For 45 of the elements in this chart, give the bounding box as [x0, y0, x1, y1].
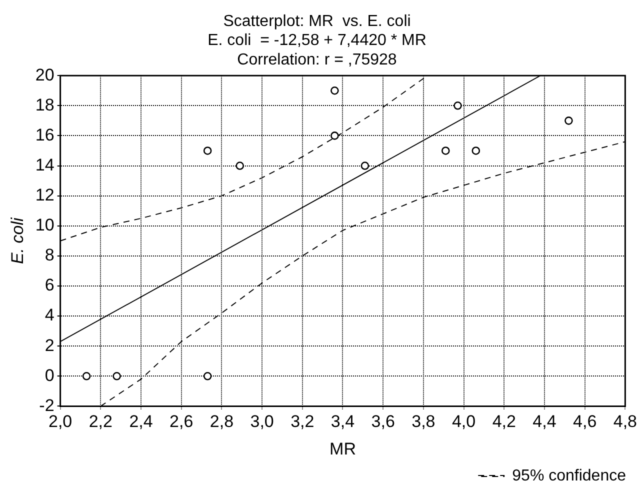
x-tick-label: 3,0 — [250, 412, 274, 432]
chart-title: Scatterplot: MR vs. E. coli — [223, 13, 411, 30]
x-tick-label: 3,2 — [290, 412, 314, 432]
x-tick-label: 4,2 — [492, 412, 516, 432]
point — [203, 372, 212, 380]
x-tick-label: 2,0 — [48, 412, 72, 432]
y-tick-label: 6 — [44, 276, 54, 295]
y-tick-label: 14 — [35, 155, 54, 174]
x-tick-label: 2,6 — [170, 412, 194, 432]
x-tick-label: 4,6 — [573, 412, 597, 432]
y-tick-label: 0 — [44, 366, 54, 385]
x-tick-label: 4,0 — [452, 412, 476, 432]
x-tick-label: 3,6 — [371, 412, 395, 432]
point — [454, 102, 462, 110]
y-axis-title: E. coli — [8, 216, 27, 264]
point — [441, 146, 450, 155]
x-tick-label: 2,4 — [129, 412, 153, 432]
y-tick-label: 10 — [35, 216, 54, 235]
y-tick-label: 16 — [35, 125, 54, 144]
x-axis-title: MR — [330, 439, 356, 458]
y-tick-label: 12 — [35, 186, 54, 205]
x-tick-label: 3,4 — [330, 412, 355, 432]
point — [330, 132, 339, 140]
y-tick-label: 20 — [35, 65, 54, 84]
x-tick-label: 4,4 — [532, 412, 556, 432]
x-tick-label: 2,2 — [88, 412, 112, 432]
text: Correlation: r = ,75928 — [237, 51, 397, 68]
y-tick-label: 4 — [44, 306, 54, 325]
x-tick-label: 2,8 — [210, 412, 234, 432]
point — [82, 372, 91, 380]
y-tick-label: 2 — [44, 336, 54, 355]
point — [360, 162, 370, 170]
point — [236, 162, 244, 170]
point — [330, 86, 339, 95]
point — [112, 372, 121, 380]
y-tick-label: 8 — [44, 246, 54, 265]
x-tick-label: 4,8 — [613, 412, 638, 432]
x-tick-label: 3,8 — [412, 412, 436, 432]
chart-subtitle: E. coli = -12,58 + 7,4420 * MR — [208, 32, 426, 50]
point — [472, 146, 480, 155]
y-tick-label: 18 — [35, 95, 54, 114]
y-tick-label: -2 — [39, 396, 54, 415]
legend-label: 95% confidence — [512, 467, 626, 484]
point — [564, 116, 573, 125]
point — [203, 146, 212, 155]
